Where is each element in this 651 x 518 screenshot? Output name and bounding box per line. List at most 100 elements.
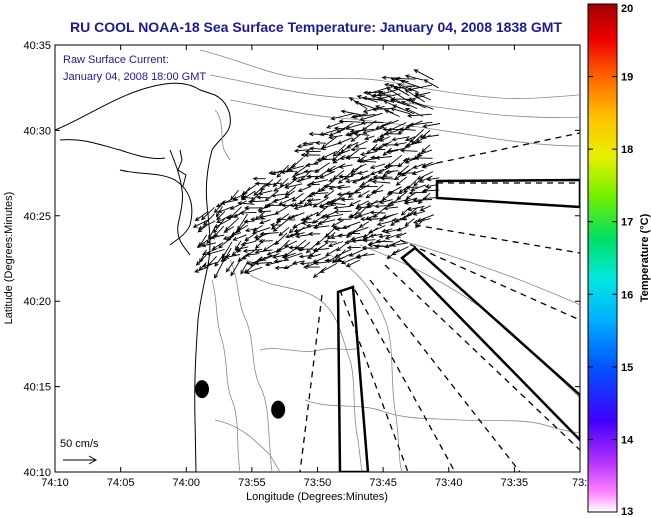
current-vector xyxy=(362,127,383,135)
current-vector xyxy=(239,210,257,216)
site-markers xyxy=(195,380,286,419)
x-tick-label: 73:55 xyxy=(238,477,266,489)
current-vector xyxy=(241,195,256,200)
current-vector xyxy=(294,234,311,239)
current-vector xyxy=(390,99,410,107)
current-vector xyxy=(197,224,208,233)
current-vector xyxy=(351,176,370,184)
current-vector xyxy=(358,184,378,189)
current-vector xyxy=(421,134,440,140)
current-vector xyxy=(338,174,353,179)
current-vector xyxy=(350,163,367,172)
current-vector xyxy=(296,143,314,149)
current-vector xyxy=(381,75,402,80)
colorbar-tick-label: 13 xyxy=(621,506,633,518)
current-vector xyxy=(323,239,337,244)
current-vector xyxy=(194,266,209,273)
current-vector xyxy=(353,132,370,137)
current-vector xyxy=(243,205,263,211)
current-vector xyxy=(411,169,424,175)
current-vector xyxy=(195,254,207,266)
current-vector xyxy=(412,210,426,216)
current-vector xyxy=(350,147,367,152)
current-vector xyxy=(313,260,327,266)
current-vector xyxy=(334,248,352,258)
current-vector xyxy=(240,240,257,247)
current-vector xyxy=(325,248,338,257)
current-vector xyxy=(370,189,384,194)
current-vector xyxy=(315,205,329,217)
current-vector xyxy=(302,141,319,146)
current-vector xyxy=(412,163,424,169)
current-vector xyxy=(381,228,393,233)
current-vector xyxy=(312,197,329,208)
current-vector xyxy=(232,234,247,241)
current-vector xyxy=(359,150,378,157)
current-vector xyxy=(243,219,255,224)
current-vector xyxy=(387,190,402,195)
current-vector xyxy=(354,205,368,220)
current-vector xyxy=(424,184,439,189)
current-vector xyxy=(377,93,401,101)
current-vector xyxy=(405,185,418,190)
current-vector xyxy=(216,210,226,221)
current-vector xyxy=(375,105,394,114)
current-vector xyxy=(289,203,303,208)
current-vector xyxy=(278,196,296,206)
current-vector xyxy=(390,242,408,248)
current-vector xyxy=(301,220,319,226)
current-vector xyxy=(254,249,273,255)
current-vector xyxy=(399,148,418,153)
current-vector xyxy=(416,171,434,180)
current-vector xyxy=(347,231,361,236)
current-vector xyxy=(303,152,321,158)
current-vector xyxy=(306,253,321,260)
current-vector xyxy=(400,101,418,110)
current-vector xyxy=(276,217,296,222)
current-vector xyxy=(414,217,426,229)
current-vector xyxy=(379,119,399,128)
current-vector xyxy=(253,184,266,197)
coastline xyxy=(55,82,231,472)
scale-label: 50 cm/s xyxy=(60,438,99,450)
current-vector xyxy=(254,181,271,186)
current-vector xyxy=(312,266,327,278)
chart-title: RU COOL NOAA-18 Sea Surface Temperature:… xyxy=(70,19,562,35)
current-vector xyxy=(406,113,432,118)
current-vector xyxy=(244,227,258,233)
current-vector xyxy=(244,252,258,257)
y-tick-label: 40:20 xyxy=(23,296,51,308)
current-vector xyxy=(325,213,344,219)
current-vector xyxy=(400,79,423,89)
current-vector xyxy=(237,201,255,206)
current-vector xyxy=(380,176,399,181)
current-vector xyxy=(374,155,392,160)
marker-1 xyxy=(195,380,210,399)
current-vector xyxy=(254,261,273,266)
current-vector xyxy=(413,69,434,81)
current-vector xyxy=(348,199,361,206)
current-vector xyxy=(416,149,433,157)
current-vector xyxy=(234,246,249,252)
current-vector xyxy=(200,206,215,221)
current-vector xyxy=(265,203,282,208)
current-vector xyxy=(214,261,224,279)
current-vector xyxy=(328,134,343,140)
current-vector xyxy=(256,195,271,200)
current-vector xyxy=(383,131,402,136)
current-vector xyxy=(347,127,367,137)
current-vector xyxy=(408,121,433,127)
current-vector xyxy=(408,190,424,196)
current-vector xyxy=(401,210,417,220)
current-vector xyxy=(220,199,239,205)
current-vector xyxy=(397,83,418,93)
current-vector xyxy=(274,265,290,271)
current-vector xyxy=(383,206,399,211)
current-vector xyxy=(273,182,290,192)
current-vector xyxy=(378,199,393,205)
current-vector xyxy=(369,163,386,170)
current-vector xyxy=(355,200,370,208)
current-vector xyxy=(369,210,386,215)
current-vector xyxy=(257,190,273,196)
current-vector xyxy=(223,226,234,233)
